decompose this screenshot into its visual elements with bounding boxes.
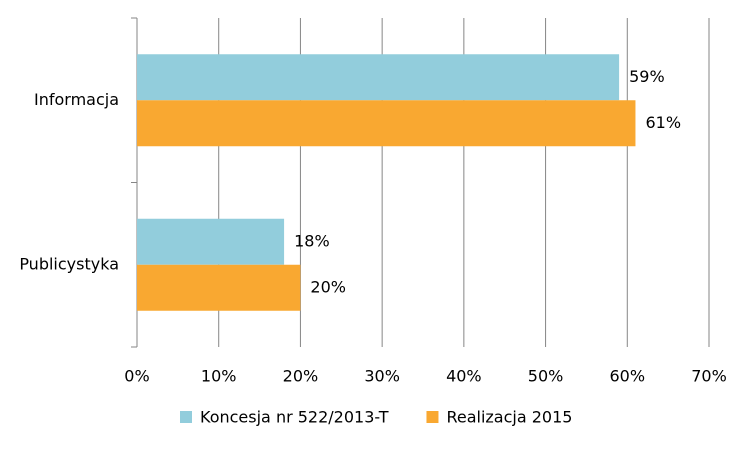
x-tick-label: 70%: [691, 367, 727, 386]
data-label: 59%: [629, 67, 665, 86]
legend-swatch: [426, 411, 439, 423]
bar: [137, 264, 301, 311]
x-tick-label: 40%: [446, 367, 482, 386]
bar: [137, 100, 636, 147]
x-tick-label: 20%: [283, 367, 319, 386]
data-label: 20%: [310, 277, 346, 296]
x-tick-label: 0%: [124, 367, 149, 386]
legend-swatch: [180, 411, 192, 423]
legend-label: Realizacja 2015: [446, 408, 572, 427]
legend-label: Koncesja nr 522/2013-T: [200, 408, 389, 427]
x-tick-label: 30%: [364, 367, 400, 386]
x-tick-label: 10%: [201, 367, 237, 386]
bar: [137, 218, 285, 265]
bar: [137, 54, 620, 101]
x-tick-label: 60%: [610, 367, 646, 386]
y-tick-label: Informacja: [34, 90, 119, 109]
x-tick-label: 50%: [528, 367, 564, 386]
y-tick-label: Publicystyka: [19, 254, 119, 273]
data-label: 18%: [294, 231, 330, 250]
data-label: 61%: [645, 113, 681, 132]
